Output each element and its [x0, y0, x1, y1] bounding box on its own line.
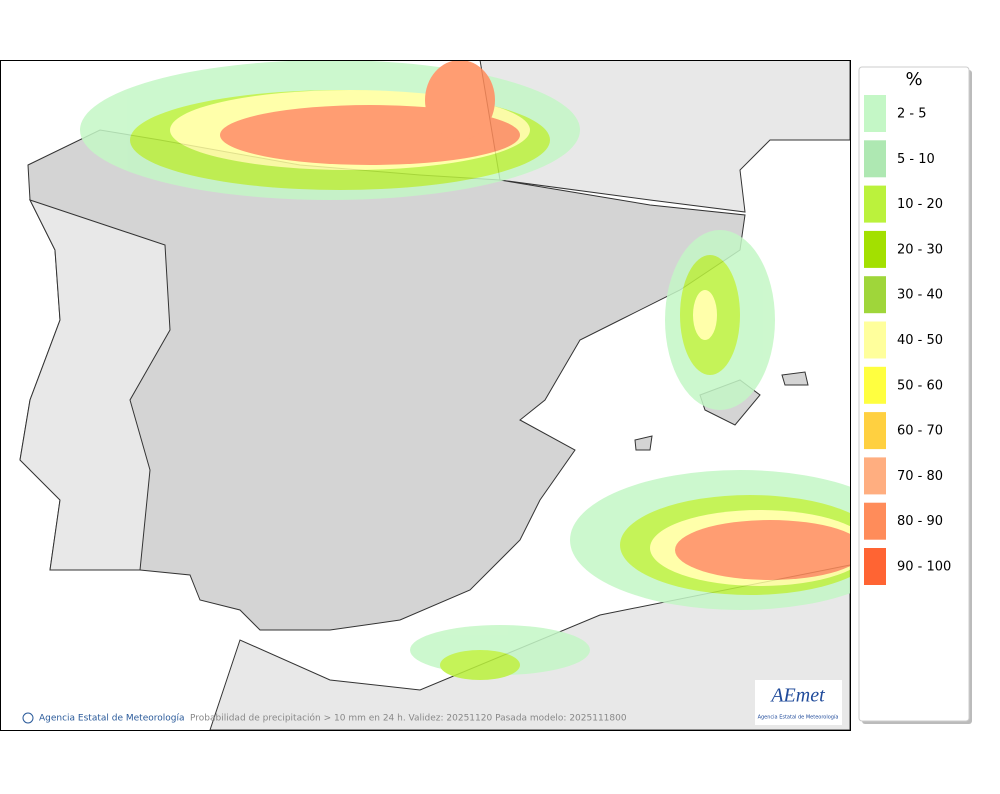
legend-swatch: [864, 366, 886, 404]
legend-swatch: [864, 457, 886, 495]
legend-swatch: [864, 95, 886, 132]
legend-label: 30 - 40: [897, 288, 943, 303]
legend-label: 5 - 10: [897, 152, 935, 167]
copyright: Agencia Estatal de Meteorología: [39, 714, 185, 724]
legend: [858, 66, 970, 722]
legend-label: 20 - 30: [897, 242, 943, 257]
legend-label: 10 - 20: [897, 197, 943, 212]
legend-label: 2 - 5: [897, 107, 927, 122]
map-frame: [0, 60, 851, 731]
legend-swatch: [864, 185, 886, 223]
legend-label: 50 - 60: [897, 378, 943, 393]
logo-box: [755, 680, 842, 725]
logo: AEmet: [769, 685, 825, 707]
legend-label: 60 - 70: [897, 424, 943, 439]
ibiza: [634, 435, 653, 451]
legend-label: 70 - 80: [897, 469, 943, 484]
legend-swatch: [864, 276, 886, 314]
legend-swatch: [864, 230, 886, 268]
legend-title: %: [905, 69, 922, 90]
portugal: [19, 199, 171, 571]
legend-swatch: [864, 548, 886, 585]
menorca: [781, 371, 809, 386]
legend-swatch: [864, 412, 886, 450]
legend-label: 80 - 90: [897, 514, 943, 529]
legend-label: 40 - 50: [897, 333, 943, 348]
france: [479, 60, 850, 213]
copyright-icon: [22, 712, 34, 724]
legend-label: 90 - 100: [897, 560, 951, 575]
map: Agencia Estatal de Meteorología Probabil…: [0, 60, 850, 730]
caption: Probabilidad de precipitación > 10 mm en…: [190, 713, 627, 724]
logo-subtitle: Agencia Estatal de Meteorología: [758, 714, 839, 721]
precipitation: [80, 60, 850, 680]
legend-swatch: [864, 140, 886, 178]
legend-swatch: [864, 321, 886, 359]
legend-swatch: [864, 502, 886, 540]
